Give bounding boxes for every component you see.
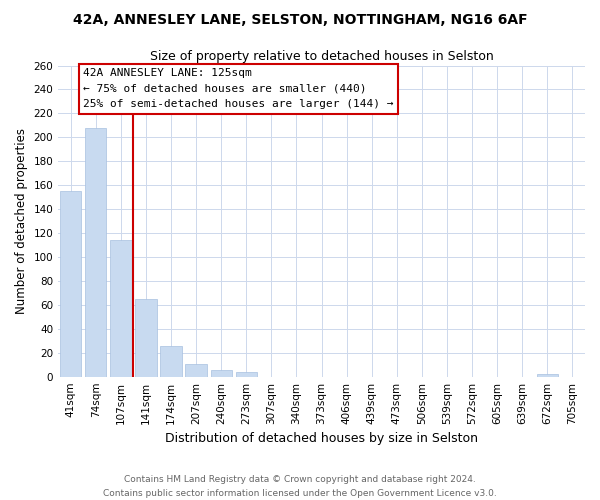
X-axis label: Distribution of detached houses by size in Selston: Distribution of detached houses by size … <box>165 432 478 445</box>
Title: Size of property relative to detached houses in Selston: Size of property relative to detached ho… <box>150 50 493 63</box>
Y-axis label: Number of detached properties: Number of detached properties <box>15 128 28 314</box>
Bar <box>85 128 106 376</box>
Bar <box>136 299 157 376</box>
Text: 42A, ANNESLEY LANE, SELSTON, NOTTINGHAM, NG16 6AF: 42A, ANNESLEY LANE, SELSTON, NOTTINGHAM,… <box>73 12 527 26</box>
Bar <box>60 191 82 376</box>
Bar <box>160 346 182 376</box>
Bar <box>537 374 558 376</box>
Bar <box>211 370 232 376</box>
Bar <box>110 240 131 376</box>
Text: Contains HM Land Registry data © Crown copyright and database right 2024.
Contai: Contains HM Land Registry data © Crown c… <box>103 476 497 498</box>
Bar <box>236 372 257 376</box>
Bar <box>185 364 207 376</box>
Text: 42A ANNESLEY LANE: 125sqm
← 75% of detached houses are smaller (440)
25% of semi: 42A ANNESLEY LANE: 125sqm ← 75% of detac… <box>83 68 394 109</box>
